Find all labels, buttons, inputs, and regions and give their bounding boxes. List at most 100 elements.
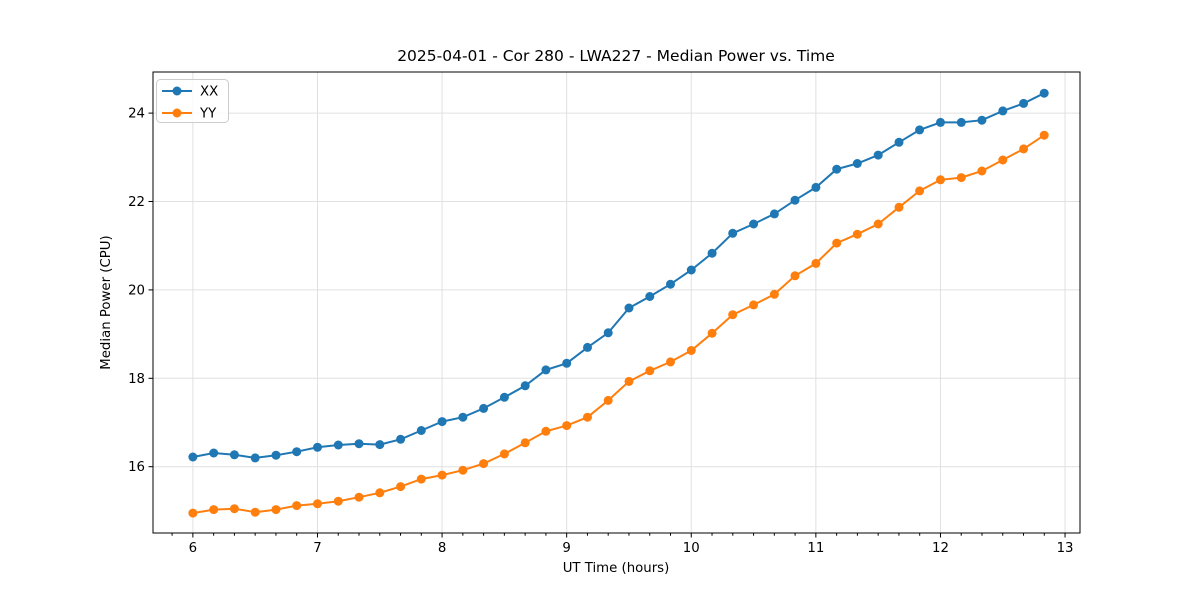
data-point: [188, 452, 198, 462]
series-xx: [188, 88, 1049, 463]
data-point: [624, 303, 634, 313]
data-point: [458, 465, 468, 475]
legend: XX YY: [156, 79, 229, 123]
data-point: [832, 238, 842, 248]
x-tick-label: 10: [683, 541, 700, 556]
data-point: [541, 365, 551, 375]
x-axis-label: UT Time (hours): [563, 561, 670, 576]
chart-title: 2025-04-01 - Cor 280 - LWA227 - Median P…: [397, 47, 835, 65]
data-point: [645, 366, 655, 376]
data-point: [583, 342, 592, 352]
data-point: [832, 164, 842, 174]
data-point: [769, 209, 779, 219]
data-point: [541, 426, 551, 436]
data-point: [873, 219, 883, 229]
legend-marker-yy: [172, 108, 182, 118]
data-point: [583, 412, 592, 422]
data-point: [209, 448, 219, 458]
axis-ticks-layer: 6 7 8 9 10 11 12 13 16 18 20 22 24: [128, 107, 1073, 556]
legend-label-xx: XX: [200, 85, 218, 100]
data-point: [562, 421, 572, 431]
data-point: [354, 492, 364, 502]
data-point: [936, 175, 945, 185]
data-point: [479, 459, 489, 469]
data-point: [1039, 88, 1049, 98]
grid-layer: [153, 72, 1080, 533]
data-point: [603, 395, 613, 405]
data-point: [936, 117, 945, 127]
y-tick-label: 20: [128, 283, 145, 298]
data-point: [188, 508, 198, 518]
data-point: [811, 258, 821, 268]
data-point: [458, 412, 468, 422]
data-point: [852, 159, 862, 168]
x-tick-label: 6: [189, 541, 197, 556]
y-axis-label: Median Power (CPU): [99, 235, 114, 369]
data-point: [852, 229, 862, 239]
data-point: [707, 328, 717, 338]
data-point: [624, 376, 634, 386]
data-point: [977, 115, 987, 125]
data-point: [333, 440, 343, 450]
data-point: [520, 381, 530, 391]
plot-border: [152, 71, 1081, 534]
data-point: [313, 499, 322, 509]
data-point: [894, 137, 904, 147]
data-point: [354, 439, 364, 449]
data-point: [333, 496, 343, 506]
legend-marker-xx: [172, 86, 182, 96]
data-point: [1019, 144, 1029, 154]
data-point: [292, 501, 302, 511]
data-point: [1039, 130, 1049, 140]
data-point: [250, 453, 260, 463]
data-point: [998, 106, 1008, 116]
data-point: [416, 426, 426, 435]
data-point: [769, 289, 779, 299]
y-tick-label: 18: [128, 372, 145, 387]
data-point: [956, 173, 966, 183]
x-tick-label: 7: [313, 541, 321, 556]
data-point: [437, 417, 447, 427]
x-tick-label: 8: [438, 541, 446, 556]
data-point: [396, 434, 406, 444]
data-point: [728, 310, 738, 320]
series-yy: [188, 130, 1049, 518]
data-point: [790, 195, 800, 205]
data-point: [915, 186, 925, 196]
data-point: [479, 403, 489, 413]
x-tick-label: 13: [1057, 541, 1074, 556]
data-point: [520, 438, 530, 448]
data-point: [686, 346, 696, 355]
data-point: [1019, 98, 1029, 108]
data-point: [811, 182, 821, 192]
data-point: [250, 507, 260, 517]
data-point: [873, 150, 883, 160]
data-point: [749, 219, 759, 229]
y-tick-label: 16: [128, 460, 145, 475]
data-point: [894, 202, 904, 212]
data-point: [271, 505, 281, 515]
data-point: [728, 228, 738, 238]
data-point: [686, 265, 696, 275]
data-point: [437, 470, 447, 480]
data-point: [603, 328, 613, 338]
legend-item-xx: XX: [162, 85, 218, 100]
data-point: [229, 450, 239, 460]
data-point: [790, 271, 800, 281]
data-point: [416, 474, 426, 484]
data-point: [375, 440, 385, 450]
data-point: [998, 155, 1008, 165]
y-tick-label: 24: [128, 107, 145, 122]
data-point: [292, 447, 302, 457]
data-series-layer: [188, 88, 1049, 518]
y-tick-label: 22: [128, 195, 145, 210]
x-tick-label: 12: [932, 541, 949, 556]
data-point: [499, 449, 509, 459]
data-point: [209, 505, 219, 515]
data-point: [645, 292, 655, 301]
data-point: [956, 117, 966, 127]
data-point: [271, 450, 281, 460]
data-point: [707, 248, 717, 258]
